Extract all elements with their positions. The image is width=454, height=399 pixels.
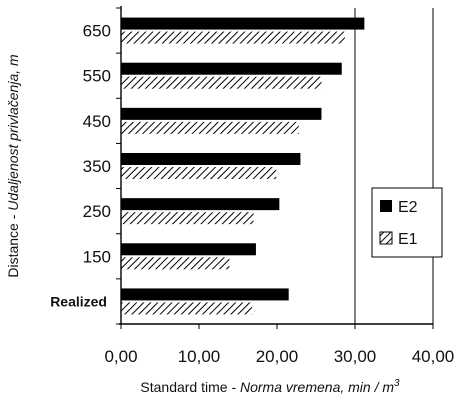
- bar-e2-realized: [121, 288, 289, 301]
- bar-e2-150: [121, 243, 256, 256]
- bar-e1-150: [121, 257, 230, 270]
- bar-e1-550: [121, 76, 322, 89]
- y-axis-title-plain: Distance -: [5, 211, 21, 278]
- bar-e2-650: [121, 17, 365, 30]
- x-axis-title-sup: 3: [394, 378, 400, 389]
- bars: [121, 17, 365, 315]
- bar-e1-250: [121, 212, 254, 225]
- bar-e1-350: [121, 167, 277, 179]
- x-tick-label-4: 40,00: [412, 347, 454, 366]
- axes: [116, 6, 434, 329]
- legend-box: [371, 187, 443, 258]
- y-tick-label-450: 450: [83, 112, 111, 131]
- y-axis-title: Distance - Udaljenost privlačenja, m: [5, 54, 21, 278]
- y-axis-title-italic: Udaljenost privlačenja, m: [5, 54, 21, 211]
- y-tick-label-350: 350: [83, 157, 111, 176]
- bar-e2-450: [121, 107, 322, 120]
- x-tick-labels: 0,00 10,00 20,00 30,00 40,00: [104, 347, 454, 366]
- bar-e1-450: [121, 121, 299, 134]
- bar-e2-350: [121, 153, 301, 165]
- x-tick-label-2: 20,00: [256, 347, 299, 366]
- legend: E2 E1: [371, 187, 443, 258]
- x-tick-label-0: 0,00: [104, 347, 137, 366]
- y-tick-label-realized: Realized: [50, 293, 107, 309]
- x-tick-label-3: 30,00: [334, 347, 377, 366]
- x-axis-title-italic: Norma vremena, min / m: [240, 379, 394, 395]
- x-axis-title-plain: Standard time -: [140, 379, 240, 395]
- bar-e1-realized: [121, 302, 253, 315]
- y-tick-label-150: 150: [83, 247, 111, 266]
- gridlines: [354, 8, 434, 324]
- legend-label-e2: E2: [398, 199, 418, 216]
- y-tick-label-550: 550: [83, 67, 111, 86]
- y-tick-labels: 650 550 450 350 250 150 Realized: [50, 22, 111, 310]
- y-tick-label-650: 650: [83, 22, 111, 41]
- x-tick-label-1: 10,00: [178, 347, 221, 366]
- x-axis-title: Standard time - Norma vremena, min / m3: [140, 378, 400, 395]
- legend-swatch-e1: [379, 231, 393, 245]
- bar-e2-550: [121, 62, 342, 75]
- bar-e1-650: [121, 31, 345, 44]
- legend-swatch-e2: [380, 200, 392, 212]
- bar-e2-250: [121, 198, 280, 211]
- y-tick-label-250: 250: [83, 202, 111, 221]
- legend-label-e1: E1: [398, 231, 418, 248]
